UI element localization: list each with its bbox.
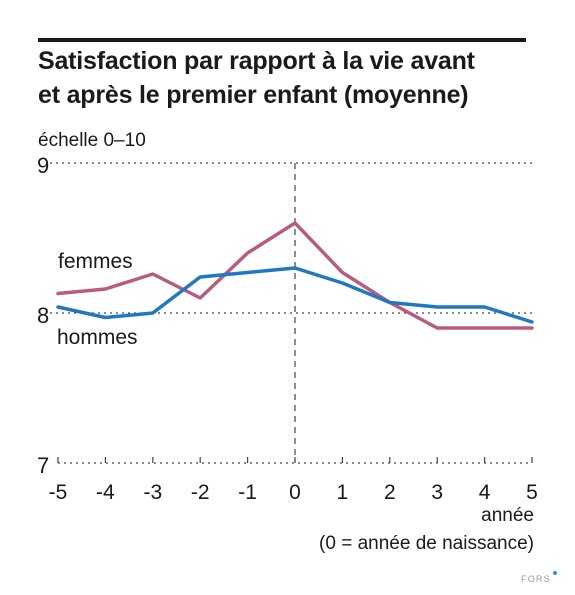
x-tick-label-6: 1 [337, 481, 349, 504]
series-line-femmes [56, 221, 534, 330]
x-tick-label-4: -1 [238, 481, 257, 504]
x-tick-label-7: 2 [384, 481, 396, 504]
series-label-femmes: femmes [58, 250, 133, 273]
x-axis-note: (0 = année de naissance) [319, 533, 534, 554]
series-label-hommes: hommes [57, 326, 138, 349]
x-tick-label-0: -5 [49, 481, 68, 504]
x-tick-label-1: -4 [96, 481, 115, 504]
y-tick-label-7: 7 [37, 453, 49, 478]
x-tick-label-5: 0 [289, 481, 301, 504]
chart-title-line-1: Satisfaction par rapport à la vie avant [38, 47, 475, 75]
y-tick-label-8: 8 [37, 303, 49, 328]
chart-title-line-2: et après le premier enfant (moyenne) [38, 81, 469, 109]
y-axis-label: échelle 0–10 [38, 130, 146, 151]
source-logo: FORS [521, 571, 557, 584]
y-tick-label-9: 9 [37, 153, 49, 178]
x-tick-label-8: 3 [431, 481, 443, 504]
x-axis-label: année [481, 505, 534, 526]
series-line-hommes [56, 266, 534, 324]
x-tick-label-9: 4 [479, 481, 491, 504]
x-tick-label-3: -2 [191, 481, 210, 504]
source-logo-text: FORS [521, 574, 551, 584]
x-tick-label-2: -3 [143, 481, 162, 504]
source-logo-dot [553, 571, 557, 575]
title-rule [38, 38, 526, 42]
x-tick-label-10: 5 [526, 481, 538, 504]
